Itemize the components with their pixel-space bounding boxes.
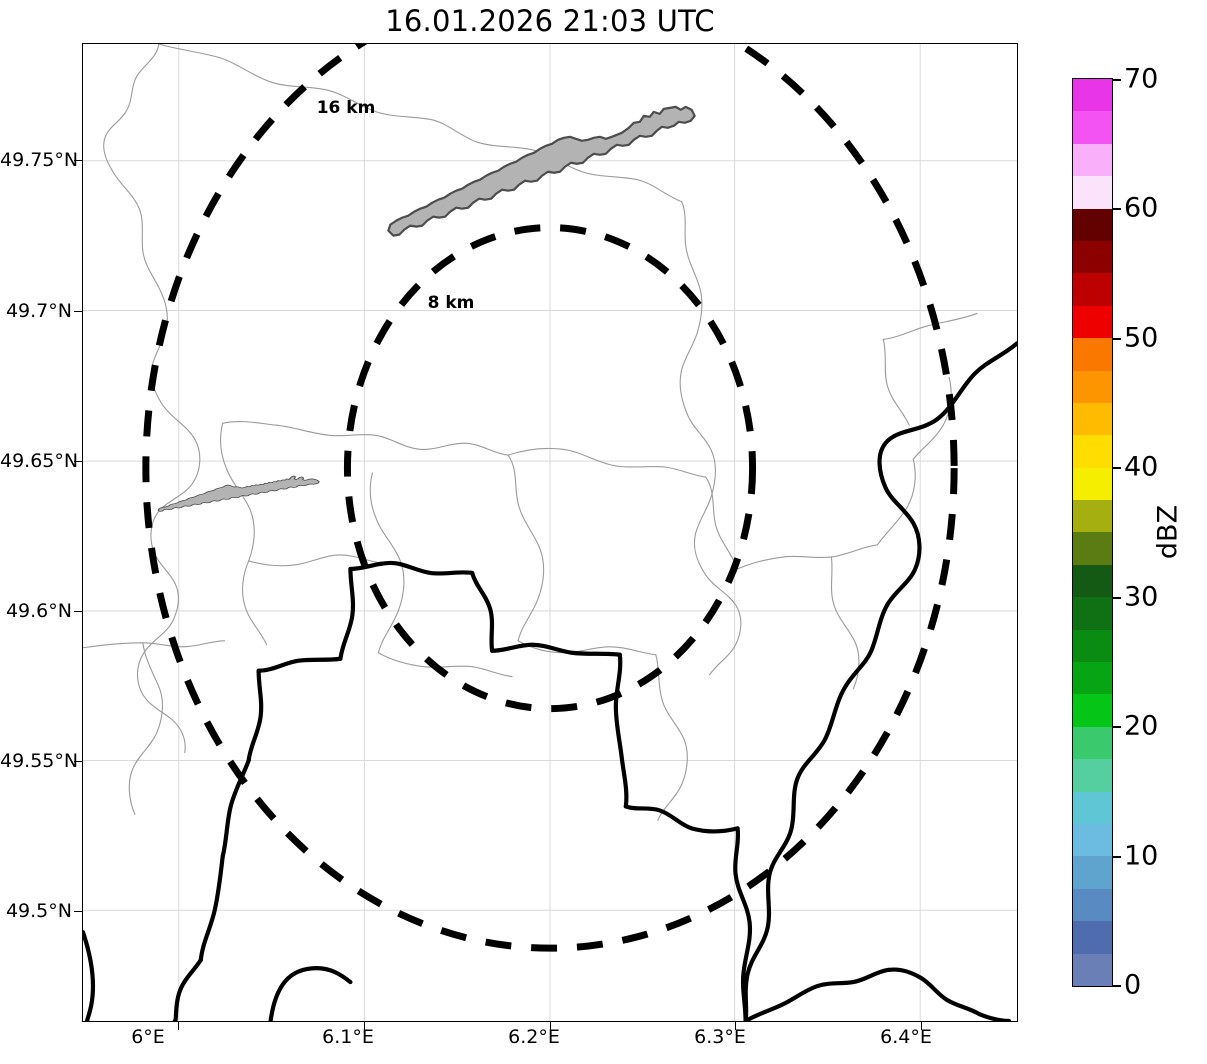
range-ring-label-8km: 8 km xyxy=(427,293,475,313)
range-ring-16km xyxy=(142,44,958,952)
colorbar-band xyxy=(1073,79,1112,112)
colorbar-band xyxy=(1073,662,1112,695)
colorbar-band xyxy=(1073,532,1112,565)
colorbar-band xyxy=(1073,305,1112,339)
city-polygon-shape xyxy=(268,94,681,259)
y-tick-label: 49.65°N xyxy=(0,450,79,472)
y-tick-mark xyxy=(74,761,82,763)
colorbar-unit-label: dBZ xyxy=(1152,504,1184,560)
colorbar-band xyxy=(1073,208,1112,241)
colorbar-band xyxy=(1073,726,1112,760)
colorbar-tick-label: 40 xyxy=(1124,451,1159,483)
colorbar-band xyxy=(1073,435,1112,468)
colorbar-tick-label: 60 xyxy=(1124,192,1159,224)
colorbar-tick-label: 70 xyxy=(1124,63,1159,95)
colorbar-band xyxy=(1073,953,1112,986)
colorbar-band xyxy=(1073,823,1112,857)
x-tick-label: 6.4°E xyxy=(880,1026,932,1048)
colorbar-tick-label: 10 xyxy=(1124,840,1159,872)
colorbar-band xyxy=(1073,467,1112,501)
y-tick-label: 49.75°N xyxy=(0,149,79,171)
colorbar[interactable] xyxy=(1072,78,1113,987)
colorbar-band xyxy=(1073,791,1112,824)
y-tick-mark xyxy=(74,461,82,463)
country-borders xyxy=(83,341,1017,1021)
x-tick-mark xyxy=(735,1022,737,1030)
colorbar-band xyxy=(1073,370,1112,403)
map-svg xyxy=(83,44,1017,1021)
colorbar-band xyxy=(1073,143,1112,177)
y-tick-mark xyxy=(74,160,82,162)
x-tick-label: 6°E xyxy=(131,1026,165,1048)
colorbar-tick-label: 30 xyxy=(1124,581,1159,613)
colorbar-tick xyxy=(1112,79,1121,81)
y-tick-label: 49.6°N xyxy=(5,600,72,622)
colorbar-band xyxy=(1073,629,1112,663)
colorbar-band xyxy=(1073,176,1112,209)
colorbar-band xyxy=(1073,273,1112,306)
luxembourg-city-outline xyxy=(387,105,696,237)
colorbar-band xyxy=(1073,856,1112,889)
y-tick-label: 49.7°N xyxy=(5,300,72,322)
colorbar-band xyxy=(1073,888,1112,922)
colorbar-band xyxy=(1073,402,1112,436)
x-tick-label: 6.1°E xyxy=(322,1026,374,1048)
range-ring-label-16km: 16 km xyxy=(316,98,376,118)
colorbar-band xyxy=(1073,597,1112,630)
y-tick-label: 49.55°N xyxy=(0,750,79,772)
colorbar-tick xyxy=(1112,338,1121,340)
colorbar-band xyxy=(1073,240,1112,274)
colorbar-band xyxy=(1073,694,1112,727)
map-plot-area[interactable]: 16 km 8 km xyxy=(82,43,1018,1022)
y-tick-mark xyxy=(74,611,82,613)
colorbar-tick xyxy=(1112,985,1121,987)
colorbar-band xyxy=(1073,338,1112,371)
page-title: 16.01.2026 21:03 UTC xyxy=(385,4,715,38)
x-tick-label: 6.2°E xyxy=(508,1026,560,1048)
y-tick-mark xyxy=(74,311,82,313)
y-tick-label: 49.5°N xyxy=(5,900,72,922)
colorbar-tick xyxy=(1112,597,1121,599)
city-polygon xyxy=(157,475,320,512)
colorbar-band xyxy=(1073,111,1112,144)
x-tick-mark xyxy=(550,1022,552,1030)
colorbar-band xyxy=(1073,500,1112,533)
colorbar-tick xyxy=(1112,467,1121,469)
colorbar-band xyxy=(1073,921,1112,954)
colorbar-tick xyxy=(1112,208,1121,210)
y-tick-mark xyxy=(74,911,82,913)
colorbar-tick xyxy=(1112,856,1121,858)
x-tick-mark xyxy=(178,1022,180,1030)
colorbar-band xyxy=(1073,759,1112,792)
range-ring-8km xyxy=(343,224,757,713)
x-tick-mark xyxy=(921,1022,923,1030)
colorbar-tick xyxy=(1112,726,1121,728)
x-tick-label: 6.3°E xyxy=(694,1026,746,1048)
colorbar-tick-label: 0 xyxy=(1124,969,1142,1001)
colorbar-tick-label: 50 xyxy=(1124,322,1159,354)
colorbar-band xyxy=(1073,564,1112,598)
x-tick-mark xyxy=(364,1022,366,1030)
colorbar-tick-label: 20 xyxy=(1124,710,1159,742)
